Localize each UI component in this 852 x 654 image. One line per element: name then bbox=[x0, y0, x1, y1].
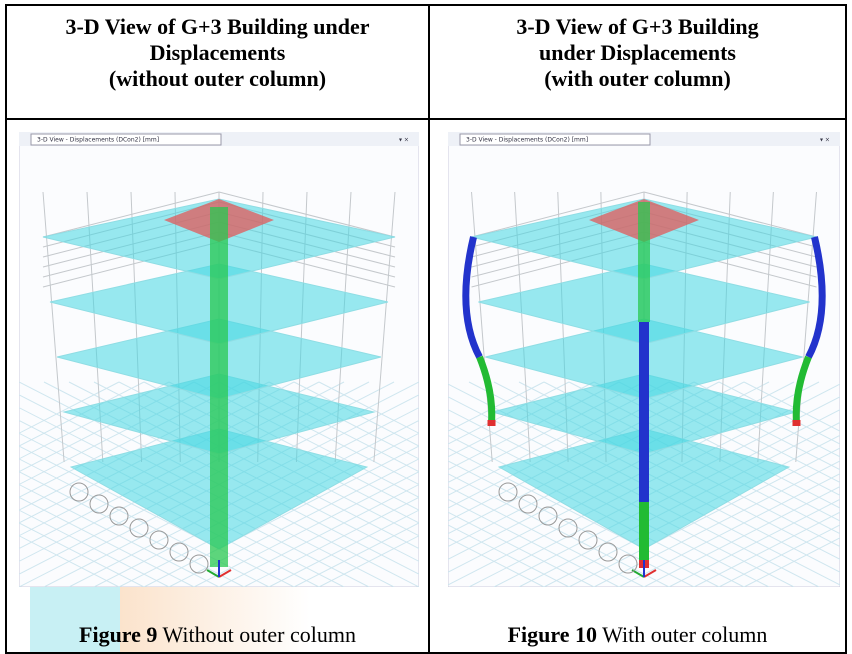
window-controls: ▾ × bbox=[820, 137, 830, 144]
caption: Figure 9 Without outer column bbox=[7, 622, 428, 648]
window-title: 3-D View - Displacements (DCon2) [mm] bbox=[37, 137, 159, 144]
column bbox=[638, 202, 650, 322]
building-view: 3-D View - Displacements (DCon2) [mm] ▾ × bbox=[19, 132, 419, 587]
caption-label: Figure 9 bbox=[79, 622, 157, 647]
caption-text: With outer column bbox=[602, 622, 767, 647]
column bbox=[210, 207, 228, 567]
title-line: 3-D View of G+3 Building under bbox=[7, 14, 428, 40]
window-title: 3-D View - Displacements (DCon2) [mm] bbox=[466, 137, 588, 144]
window-controls: ▾ × bbox=[399, 137, 409, 144]
building-view: 3-D View - Displacements (DCon2) [mm] ▾ × bbox=[448, 132, 840, 587]
title-line: under Displacements bbox=[430, 40, 845, 66]
title-line: Displacements bbox=[7, 40, 428, 66]
column-base bbox=[488, 420, 496, 426]
column bbox=[639, 502, 649, 562]
header-cell: 3-D View of G+3 Building under Displacem… bbox=[6, 5, 429, 119]
caption: Figure 10 With outer column bbox=[430, 622, 845, 648]
title-line: (without outer column) bbox=[7, 66, 428, 92]
page: 3-D View of G+3 Building under Displacem… bbox=[0, 0, 852, 652]
column bbox=[639, 322, 649, 502]
figure-table: 3-D View of G+3 Building under Displacem… bbox=[5, 4, 847, 654]
header-cell: 3-D View of G+3 Building under Displacem… bbox=[429, 5, 846, 119]
caption-text: Without outer column bbox=[163, 622, 356, 647]
title-line: 3-D View of G+3 Building bbox=[430, 14, 845, 40]
caption-label: Figure 10 bbox=[508, 622, 597, 647]
figure-cell: 3-D View - Displacements (DCon2) [mm] ▾ ×… bbox=[6, 119, 429, 653]
column-base bbox=[792, 420, 800, 426]
title-line: (with outer column) bbox=[430, 66, 845, 92]
figure-cell: 3-D View - Displacements (DCon2) [mm] ▾ ×… bbox=[429, 119, 846, 653]
